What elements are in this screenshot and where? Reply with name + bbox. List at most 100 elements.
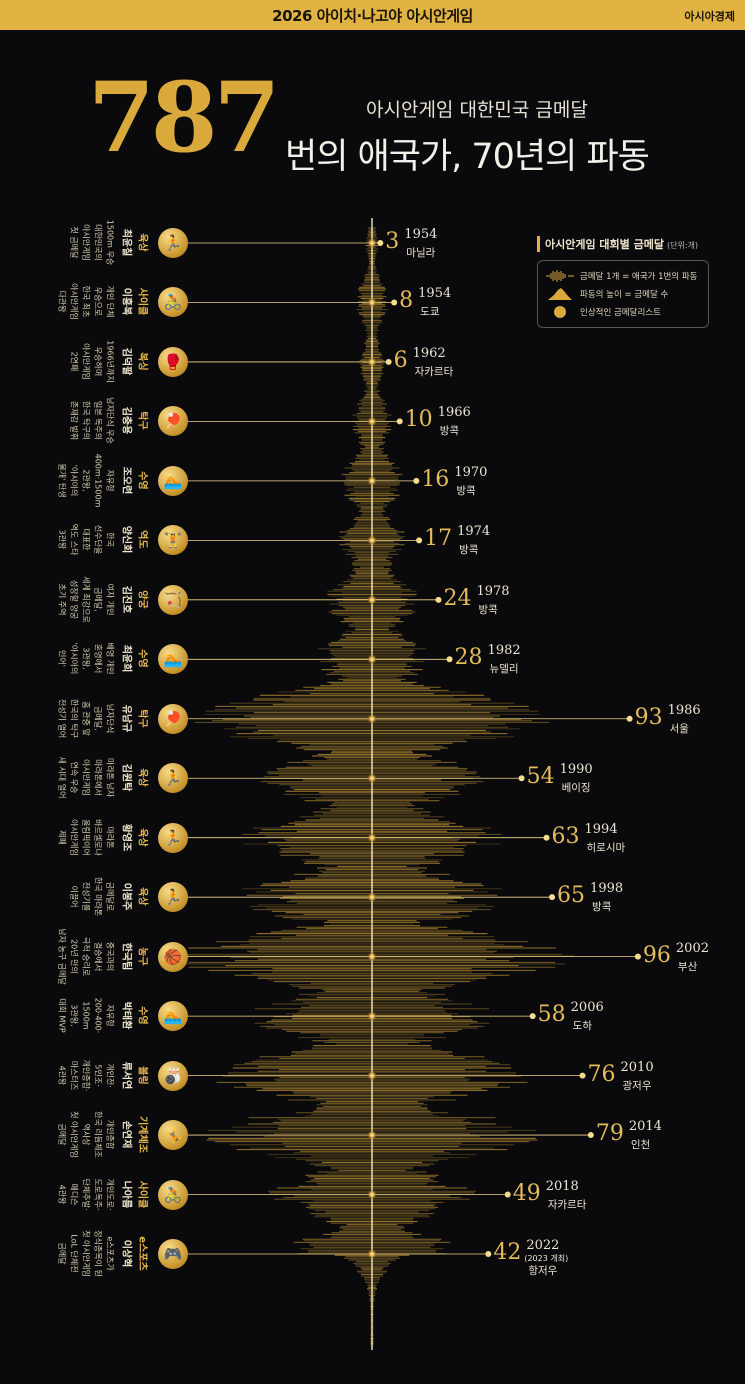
- cyclist-icon: 🚴: [158, 1179, 188, 1210]
- subtitle: 아시안게임 대한민국 금메달: [366, 99, 588, 121]
- athlete-desc-line: e스포츠가: [105, 1236, 115, 1271]
- publisher-logo: 아시아경제: [684, 10, 735, 23]
- runner-icon: 🏃: [158, 882, 188, 913]
- gold-count-label: 79: [595, 1121, 624, 1147]
- game-city: 도하: [572, 1020, 592, 1033]
- gold-bar-end-dot: [377, 240, 384, 246]
- cyclist-icon: 🚴: [158, 287, 188, 318]
- headline: 번의 애국가, 70년의 파동: [285, 137, 650, 177]
- game-year: 1962: [412, 345, 446, 361]
- athlete-desc-line: 금메달: [57, 1242, 67, 1265]
- game-city: 자카르타: [547, 1198, 587, 1211]
- pingpong-icon: 🏓: [158, 406, 188, 437]
- gold-bar-end-dot: [485, 1251, 492, 1257]
- swimmer-icon: 🏊: [158, 465, 188, 496]
- game-city: 방콕: [478, 603, 498, 616]
- game-year: 1954: [404, 227, 438, 242]
- swimmer-icon: 🏊: [158, 644, 188, 675]
- gold-count-label: 54: [526, 764, 555, 790]
- gold-bar-center-glow: [367, 713, 377, 724]
- gold-count-label: 49: [512, 1180, 541, 1206]
- game-city: 히로시마: [586, 841, 626, 854]
- gold-bar-end-dot: [529, 1013, 536, 1020]
- gold-count-label: 16: [421, 466, 450, 492]
- game-year: 1982: [487, 643, 521, 659]
- gold-bar-end-dot: [549, 894, 556, 901]
- gold-bar-center-glow: [367, 475, 377, 486]
- top-banner: 2026 아이치·나고야 아시안게임 아시아경제: [0, 0, 745, 30]
- gold-count-label: 63: [551, 823, 580, 849]
- gold-bar-center-glow: [367, 1189, 377, 1200]
- game-year: 1970: [454, 464, 488, 480]
- game-year: 2022: [526, 1238, 560, 1253]
- game-city: 베이징: [561, 782, 591, 795]
- gold-bar-center-glow: [367, 416, 377, 427]
- runner-icon: 🏃: [158, 822, 188, 853]
- athlete-desc-line: 다관왕: [57, 290, 67, 314]
- gold-bar-end-dot: [413, 477, 420, 484]
- gold-bar-end-dot: [446, 656, 453, 663]
- gold-count-label: 3: [385, 229, 400, 254]
- game-city: 서울: [669, 722, 689, 735]
- gold-count-label: 42: [493, 1240, 522, 1265]
- gold-count-label: 8: [399, 288, 414, 314]
- gold-bar-end-dot: [518, 775, 525, 782]
- weightlift-icon: 🏋: [158, 525, 188, 556]
- gold-bar-end-dot: [435, 596, 442, 603]
- athlete-desc-line: 제패: [57, 829, 67, 845]
- game-year: 2002: [675, 940, 709, 956]
- gold-count-label: 6: [393, 347, 408, 373]
- gold-bar-center-glow: [367, 1011, 377, 1022]
- game-city: 인천: [630, 1139, 651, 1152]
- game-year: 2018: [545, 1178, 579, 1194]
- game-year: 1986: [667, 702, 701, 718]
- gold-bar-center-glow: [367, 356, 377, 367]
- swimmer-icon: 🏊: [158, 1001, 188, 1032]
- legend-unit: (단위:개): [666, 241, 699, 250]
- gold-bar-center-glow: [367, 1070, 377, 1081]
- athlete-desc-line: LoL 단체전: [69, 1234, 79, 1273]
- gold-bar-end-dot: [416, 537, 423, 544]
- gold-bar-center-glow: [367, 892, 377, 903]
- wave-strands: [170, 227, 574, 1346]
- gold-bar-center-glow: [367, 238, 377, 248]
- gold-bar-end-dot: [626, 715, 633, 722]
- gold-count-label: 65: [557, 883, 586, 909]
- athlete-sport: e스포츠: [136, 1236, 148, 1271]
- gold-count-label: 24: [443, 585, 472, 611]
- game-year: 1974: [457, 524, 491, 540]
- gold-bar-end-dot: [634, 953, 641, 960]
- game-year: 1994: [584, 821, 618, 837]
- game-city: 마닐라: [406, 247, 436, 259]
- gold-count-label: 10: [404, 407, 433, 433]
- peak-icon: [546, 287, 574, 301]
- legend-item-medal: 인상적인 금메달리스트: [546, 303, 700, 321]
- gold-bar-center-glow: [367, 1130, 377, 1141]
- legend-item-peak: 파동의 높이 = 금메달 수: [546, 285, 700, 303]
- legend-box: 금메달 1개 = 애국가 1번의 파동 파동의 높이 = 금메달 수 인상적인 …: [537, 260, 709, 328]
- gold-bar-center-glow: [367, 951, 377, 962]
- game-year: 1966: [437, 405, 471, 421]
- gold-bar-center-glow: [367, 654, 377, 665]
- legend: 아시안게임 대회별 금메달 (단위:개) 금메달 1개 = 애국가 1번의 파동 …: [537, 236, 742, 328]
- pingpong-icon: 🏓: [158, 703, 188, 734]
- athlete-desc-line: 첫 아시안게임: [81, 1230, 91, 1277]
- game-year: 1978: [476, 583, 510, 599]
- game-city: 방콕: [459, 544, 479, 557]
- runner-icon: 🏃: [158, 763, 188, 794]
- athlete-name: 이상혁: [120, 1239, 132, 1268]
- game-city: 자카르타: [414, 365, 454, 378]
- game-city: 항저우: [528, 1265, 558, 1277]
- event-title: 2026 아이치·나고야 아시안게임: [272, 6, 473, 25]
- game-note: (2023 개최): [524, 1254, 569, 1263]
- gold-count-label: 76: [587, 1061, 616, 1087]
- game-city: 방콕: [456, 484, 476, 497]
- gold-bar-center-glow: [367, 297, 377, 308]
- gold-bar-end-dot: [543, 834, 550, 841]
- game-city: 뉴델리: [489, 663, 519, 676]
- game-year: 2014: [628, 1119, 662, 1135]
- game-year: 1954: [418, 286, 452, 302]
- waveform-icon: [546, 269, 574, 283]
